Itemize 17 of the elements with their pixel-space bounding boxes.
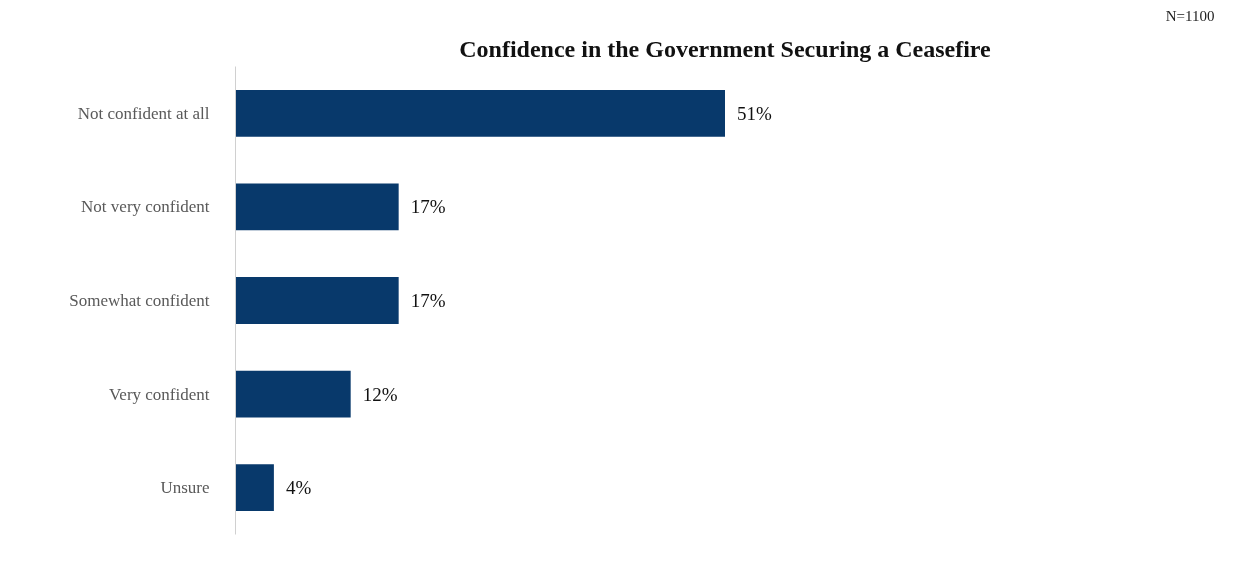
y-tick-label: Unsure xyxy=(160,478,210,498)
data-label: 4% xyxy=(285,477,312,499)
y-tick-label: Somewhat confident xyxy=(69,291,210,310)
chart-title: Confidence in the Government Securing a Ceasefire xyxy=(459,35,992,62)
data-label: 17% xyxy=(410,196,446,218)
bar xyxy=(235,277,399,324)
y-tick-label: Not confident at all xyxy=(77,103,210,123)
bar xyxy=(235,183,399,231)
bar xyxy=(235,370,351,418)
data-label: 17% xyxy=(410,290,446,311)
bar xyxy=(235,464,274,512)
text: N=1100 xyxy=(1165,7,1215,24)
y-tick-label: Very confident xyxy=(108,384,210,404)
data-label: 12% xyxy=(362,383,398,405)
bar xyxy=(235,89,725,137)
y-tick-label: Not very confident xyxy=(81,197,210,217)
data-label: 51% xyxy=(737,102,772,124)
